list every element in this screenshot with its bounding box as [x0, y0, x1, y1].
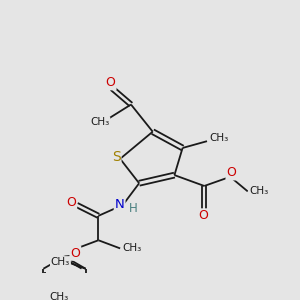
Text: O: O [106, 76, 116, 89]
Text: CH₃: CH₃ [122, 243, 141, 254]
Text: H: H [129, 202, 137, 215]
Text: S: S [112, 151, 120, 164]
Text: CH₃: CH₃ [50, 292, 69, 300]
Text: CH₃: CH₃ [51, 257, 70, 267]
Text: O: O [66, 196, 76, 209]
Text: CH₃: CH₃ [249, 186, 268, 197]
Text: O: O [70, 247, 80, 260]
Text: N: N [115, 199, 124, 212]
Text: O: O [226, 167, 236, 179]
Text: CH₃: CH₃ [90, 117, 110, 127]
Text: CH₃: CH₃ [210, 134, 229, 143]
Text: O: O [198, 209, 208, 222]
